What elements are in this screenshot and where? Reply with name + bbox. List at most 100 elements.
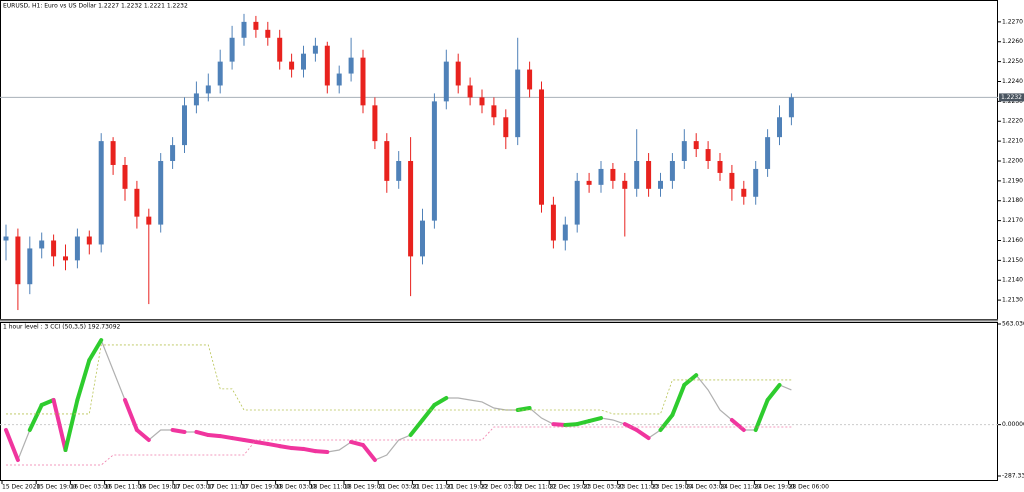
candle-body bbox=[646, 160, 652, 189]
candle-body bbox=[229, 37, 235, 62]
indicator-frame bbox=[0, 322, 998, 481]
candle-body bbox=[443, 61, 449, 102]
cci-band bbox=[658, 412, 675, 433]
candle-body bbox=[658, 180, 663, 189]
candle-body bbox=[289, 61, 295, 70]
x-tick-label: 18 Dec 19:00 bbox=[344, 484, 385, 491]
x-tick-label: 21 Dec 19:00 bbox=[447, 484, 488, 491]
candle-body bbox=[205, 85, 211, 94]
y-tick-label: 1.2190 bbox=[1002, 177, 1023, 184]
candle-body bbox=[372, 105, 378, 142]
candle-body bbox=[253, 21, 259, 30]
cci-band bbox=[39, 397, 56, 407]
y-tick-label: 1.2150 bbox=[1002, 257, 1023, 264]
cci-band bbox=[420, 402, 437, 422]
cci-band bbox=[301, 446, 318, 454]
cci-band bbox=[134, 428, 151, 443]
candle-body bbox=[324, 45, 330, 86]
cci-band bbox=[51, 397, 68, 453]
candle-body bbox=[217, 61, 223, 86]
candle-body bbox=[312, 45, 318, 54]
x-tick-label: 17 Dec 11:00 bbox=[207, 484, 248, 491]
cci-band bbox=[634, 428, 651, 441]
candle-body bbox=[39, 240, 45, 249]
x-tick-label: 17 Dec 19:00 bbox=[241, 484, 282, 491]
candle-body bbox=[15, 236, 21, 285]
candle-body bbox=[384, 141, 390, 181]
candle-body bbox=[348, 57, 354, 74]
candle-body bbox=[408, 160, 414, 257]
x-tick-label: 15 Dec 19:00 bbox=[36, 484, 77, 491]
x-tick-label: 23 Dec 19:00 bbox=[652, 484, 693, 491]
candle-body bbox=[753, 168, 759, 197]
y-tick-label: 1.2270 bbox=[1002, 18, 1023, 25]
y-tick-label: 1.2170 bbox=[1002, 217, 1023, 224]
candle-body bbox=[182, 105, 187, 146]
level-line bbox=[6, 344, 792, 415]
candle-body bbox=[134, 188, 140, 217]
x-tick-label: 22 Dec 19:00 bbox=[549, 484, 590, 491]
candle-body bbox=[693, 141, 699, 150]
x-tick-label: 18 Dec 11:00 bbox=[310, 484, 351, 491]
x-tick-label: 18 Dec 03:00 bbox=[276, 484, 317, 491]
cci-band bbox=[729, 417, 746, 433]
y-tick-label: 1.2160 bbox=[1002, 237, 1023, 244]
y-tick-label: 0.00000 bbox=[1002, 421, 1024, 428]
x-tick-label: 24 Dec 11:00 bbox=[720, 484, 761, 491]
x-tick-label: 16 Dec 03:00 bbox=[70, 484, 111, 491]
cci-band bbox=[575, 419, 592, 427]
cci-band bbox=[253, 439, 270, 446]
candle-body bbox=[193, 93, 199, 106]
candle-body bbox=[717, 160, 723, 173]
candle-body bbox=[503, 117, 509, 138]
candle-body bbox=[598, 168, 604, 185]
x-tick-label: 24 Dec 03:00 bbox=[686, 484, 727, 491]
candle-body bbox=[170, 145, 176, 161]
x-tick-label: 16 Dec 11:00 bbox=[105, 484, 146, 491]
candle-body bbox=[110, 141, 116, 165]
candle-body bbox=[622, 180, 628, 189]
cci-band bbox=[75, 358, 92, 402]
main-frame bbox=[0, 0, 998, 320]
y-tick-label: 1.2220 bbox=[1002, 118, 1023, 125]
x-tick-label: 15 Dec 2020 bbox=[2, 484, 41, 491]
y-tick-label: 1.2200 bbox=[1002, 157, 1023, 164]
candle-body bbox=[420, 220, 425, 257]
indicator-title: 1 hour level : 3 CCI (50,3,5) 192.73092 bbox=[3, 324, 121, 331]
cci-band bbox=[670, 382, 687, 417]
cci-band bbox=[87, 338, 104, 363]
candle-body bbox=[146, 216, 152, 225]
x-tick-label: 17 Dec 03:00 bbox=[173, 484, 214, 491]
x-tick-label: 28 Dec 06:00 bbox=[789, 484, 830, 491]
candle-body bbox=[277, 37, 283, 62]
candle-body bbox=[705, 149, 711, 161]
level-line bbox=[6, 426, 792, 466]
candle-body bbox=[86, 236, 92, 245]
cci-band bbox=[277, 444, 294, 451]
x-tick-label: 23 Dec 03:00 bbox=[583, 484, 624, 491]
cci-band bbox=[408, 417, 425, 438]
candle-body bbox=[669, 160, 675, 181]
candle-body bbox=[98, 141, 104, 245]
cci-band bbox=[230, 436, 246, 443]
price-label-box bbox=[999, 93, 1024, 102]
candle-body bbox=[431, 101, 437, 221]
cci-band bbox=[194, 429, 211, 438]
y-tick-label: 1.2140 bbox=[1002, 277, 1023, 284]
candle-body bbox=[515, 69, 521, 138]
cci-band bbox=[170, 428, 187, 434]
cci-band bbox=[242, 438, 258, 444]
cci-band bbox=[765, 382, 782, 402]
candle-body bbox=[479, 97, 485, 106]
y-tick-label: 1.2250 bbox=[1002, 58, 1023, 65]
candle-body bbox=[681, 141, 687, 161]
candle-body bbox=[788, 97, 794, 118]
y-tick-label: 1.2260 bbox=[1002, 38, 1023, 45]
candle-body bbox=[241, 21, 247, 38]
candle-body bbox=[27, 248, 33, 285]
candle-body bbox=[527, 69, 533, 90]
candle-body bbox=[301, 53, 306, 70]
y-tick-label: 1.2240 bbox=[1002, 78, 1023, 85]
candle-body bbox=[158, 160, 164, 225]
